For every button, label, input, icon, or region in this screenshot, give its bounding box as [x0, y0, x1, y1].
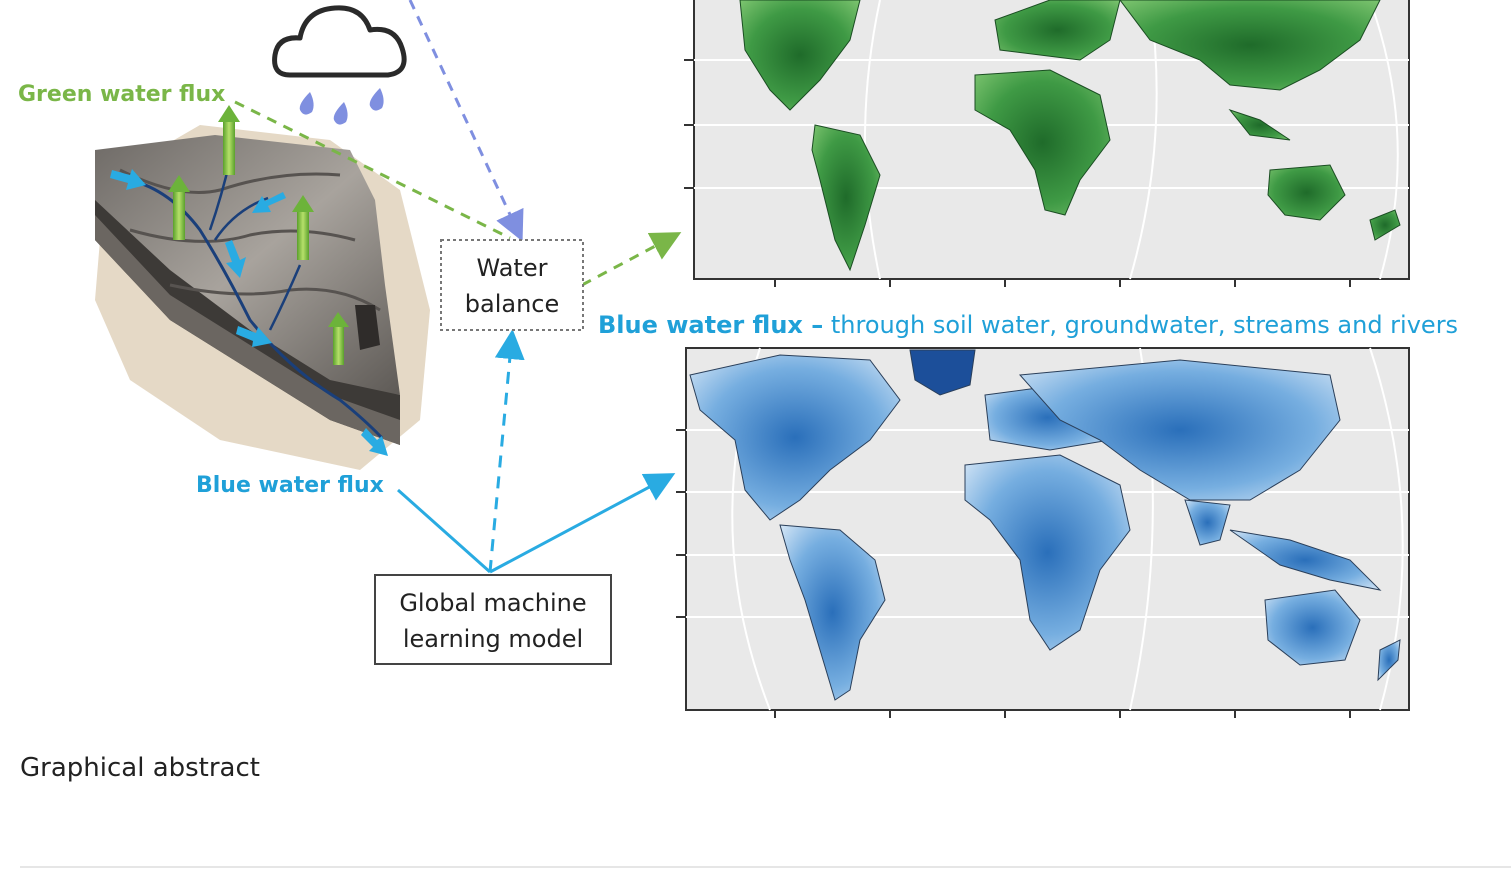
green-flux-arrows [168, 105, 349, 365]
blue-arrow-5 [361, 428, 388, 456]
green-flux-connector [234, 100, 511, 240]
blue-arrow-3 [225, 240, 246, 278]
green-arrow-2 [168, 175, 190, 240]
world-map-blue [676, 347, 1410, 718]
model-line2: learning model [403, 625, 583, 653]
blue-flux-arrows [110, 169, 388, 456]
water-balance-line1: Water [477, 254, 548, 282]
green-flux-label: Green water flux [18, 82, 225, 107]
model-to-blue-map [489, 473, 676, 574]
water-balance-line2: balance [465, 290, 560, 318]
blue-flux-label: Blue water flux [196, 473, 384, 498]
balance-to-green-map [581, 232, 682, 287]
green-arrow-4 [328, 312, 349, 365]
blue-arrow-2 [252, 192, 286, 213]
water-balance-box: Water balance [440, 239, 584, 331]
model-box: Global machine learning model [374, 574, 612, 665]
world-map-green [684, 0, 1410, 287]
blue-map-title-rest: through soil water, groundwater, streams… [823, 311, 1458, 339]
graphical-abstract-figure: Green water flux Blue water flux Water b… [18, 0, 1458, 718]
blue-flux-connector [397, 488, 491, 574]
blue-continents [689, 349, 1401, 701]
divider [20, 866, 1511, 868]
rain-connector [408, 0, 524, 242]
model-line1: Global machine [399, 589, 586, 617]
green-continents [739, 0, 1401, 272]
figure-caption: Graphical abstract [20, 753, 260, 783]
blue-arrow-1 [110, 169, 146, 190]
blue-arrow-4 [236, 326, 272, 347]
rain-drop-icon [299, 88, 384, 125]
model-to-balance [488, 329, 525, 573]
catchment-block-icon [95, 125, 430, 470]
green-arrow-1 [218, 105, 240, 175]
blue-map-title-bold: Blue water flux – [598, 311, 823, 339]
blue-map-title: Blue water flux – through soil water, gr… [598, 311, 1458, 339]
cloud-icon [272, 5, 407, 78]
green-arrow-3 [292, 195, 314, 260]
